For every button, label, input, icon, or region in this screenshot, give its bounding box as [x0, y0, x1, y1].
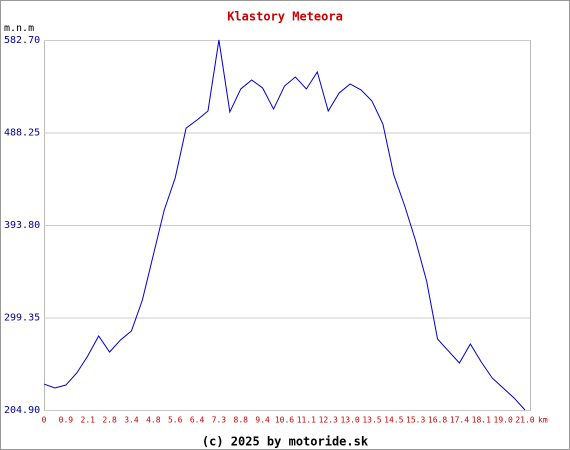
x-axis-label: km: [538, 416, 548, 425]
y-tick-label: 299.35: [4, 313, 40, 324]
x-tick-label: 3.4: [124, 416, 139, 425]
x-tick-label: 5.6: [168, 416, 183, 425]
x-tick-label: 21.0: [515, 416, 534, 425]
x-tick-label: 2.8: [102, 416, 117, 425]
x-tick-label: 13.5: [362, 416, 381, 425]
x-tick-label: 14.5: [384, 416, 403, 425]
x-tick-label: 18.1: [472, 416, 491, 425]
x-tick-label: 2.1: [81, 416, 96, 425]
x-tick-label: 9.4: [255, 416, 270, 425]
footer: (c) 2025 by motoride.sk: [202, 435, 369, 449]
line: [43, 39, 526, 411]
x-tick-label: 6.4: [190, 416, 205, 425]
x-tick-label: 15.3: [406, 416, 425, 425]
x-tick-label: 19.0: [494, 416, 513, 425]
x-tick-label: 11.1: [297, 416, 316, 425]
x-tick-label: 16.8: [428, 416, 447, 425]
y-tick-label: 204.90: [4, 405, 40, 416]
x-tick-label: 10.6: [275, 416, 294, 425]
x-tick-label: 13.0: [340, 416, 359, 425]
x-tick-label: 7.3: [212, 416, 227, 425]
x-tick-label: 4.8: [146, 416, 161, 425]
x-tick-label: 0.9: [59, 416, 74, 425]
y-tick-label: 488.25: [4, 128, 40, 139]
x-tick-label: 17.4: [450, 416, 469, 425]
y-tick-label: 393.80: [4, 220, 40, 231]
y-tick-label: 582.70: [4, 35, 40, 46]
x-tick-label: 0: [42, 416, 47, 425]
x-tick-label: 12.3: [319, 416, 338, 425]
y-axis-label: m.n.m: [4, 23, 34, 34]
x-tick-label: 8.8: [234, 416, 249, 425]
chart-title: Klastory Meteora: [227, 10, 343, 24]
